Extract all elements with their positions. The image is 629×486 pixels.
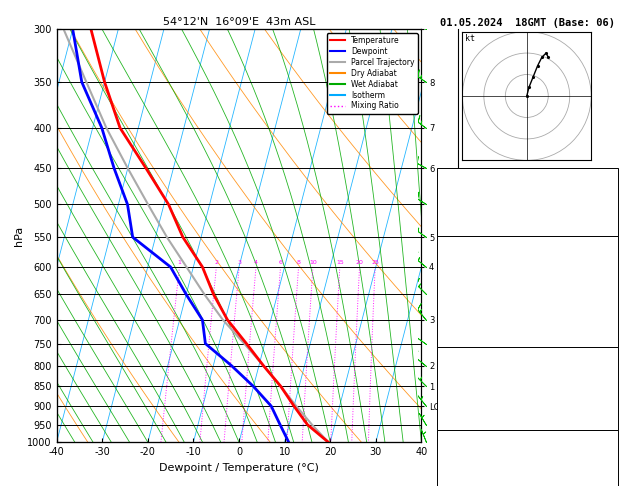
Text: 15: 15 <box>605 476 615 485</box>
Text: Totals Totals: Totals Totals <box>440 202 502 211</box>
Text: Pressure (mb): Pressure (mb) <box>440 370 502 379</box>
Text: CAPE (J): CAPE (J) <box>440 402 478 411</box>
Text: 0: 0 <box>610 312 615 321</box>
Text: StmSpd (kt): StmSpd (kt) <box>440 476 493 485</box>
Text: PW (cm): PW (cm) <box>440 219 474 228</box>
Text: CIN (J): CIN (J) <box>440 324 474 332</box>
Text: 46: 46 <box>605 448 615 457</box>
Y-axis label: hPa: hPa <box>14 226 25 246</box>
Text: θₑ(K): θₑ(K) <box>440 288 464 297</box>
Text: 315: 315 <box>600 288 615 297</box>
Text: K: K <box>440 185 445 194</box>
Text: 31: 31 <box>605 457 615 466</box>
Text: Dewp (°C): Dewp (°C) <box>440 276 483 285</box>
Text: 4: 4 <box>254 260 258 264</box>
Text: 47: 47 <box>605 202 615 211</box>
Text: 20: 20 <box>355 260 364 264</box>
Text: 925: 925 <box>600 370 615 379</box>
Text: Lifted Index: Lifted Index <box>440 391 498 400</box>
X-axis label: Dewpoint / Temperature (°C): Dewpoint / Temperature (°C) <box>159 463 319 473</box>
Text: 3: 3 <box>237 260 241 264</box>
Text: 10.9: 10.9 <box>596 276 615 285</box>
Text: 01.05.2024  18GMT (Base: 06): 01.05.2024 18GMT (Base: 06) <box>440 18 615 29</box>
Text: 0: 0 <box>610 324 615 332</box>
Text: 2: 2 <box>214 260 218 264</box>
Text: Lifted Index: Lifted Index <box>440 300 498 309</box>
Text: Temp (°C): Temp (°C) <box>440 264 483 273</box>
Text: 3: 3 <box>610 300 615 309</box>
Text: Surface: Surface <box>510 250 545 259</box>
Text: Hodograph: Hodograph <box>505 438 550 447</box>
Text: StmDir: StmDir <box>440 467 469 476</box>
Text: 1.83: 1.83 <box>596 219 615 228</box>
Text: 185°: 185° <box>596 467 615 476</box>
Title: 54°12'N  16°09'E  43m ASL: 54°12'N 16°09'E 43m ASL <box>163 17 315 27</box>
Text: © weatheronline.co.uk: © weatheronline.co.uk <box>479 474 576 484</box>
Text: 11: 11 <box>605 185 615 194</box>
Text: 19.6: 19.6 <box>596 264 615 273</box>
Text: 0: 0 <box>610 413 615 421</box>
Text: θₑ (K): θₑ (K) <box>440 381 469 390</box>
Legend: Temperature, Dewpoint, Parcel Trajectory, Dry Adiabat, Wet Adiabat, Isotherm, Mi: Temperature, Dewpoint, Parcel Trajectory… <box>326 33 418 114</box>
Text: 2: 2 <box>610 391 615 400</box>
Y-axis label: Mixing Ratio (g/kg): Mixing Ratio (g/kg) <box>460 196 470 276</box>
Text: 15: 15 <box>336 260 343 264</box>
Text: EH: EH <box>440 448 450 457</box>
Text: kt: kt <box>465 34 475 43</box>
Text: CAPE (J): CAPE (J) <box>440 312 478 321</box>
Text: 1: 1 <box>177 260 181 264</box>
Text: Most Unstable: Most Unstable <box>495 358 560 367</box>
Text: 6: 6 <box>279 260 282 264</box>
Y-axis label: km
ASL: km ASL <box>457 214 476 236</box>
Text: CIN (J): CIN (J) <box>440 413 474 421</box>
Text: 25: 25 <box>371 260 379 264</box>
Text: 0: 0 <box>610 402 615 411</box>
Text: 10: 10 <box>309 260 317 264</box>
Text: 316: 316 <box>600 381 615 390</box>
Text: SREH: SREH <box>440 457 459 466</box>
Text: 8: 8 <box>297 260 301 264</box>
